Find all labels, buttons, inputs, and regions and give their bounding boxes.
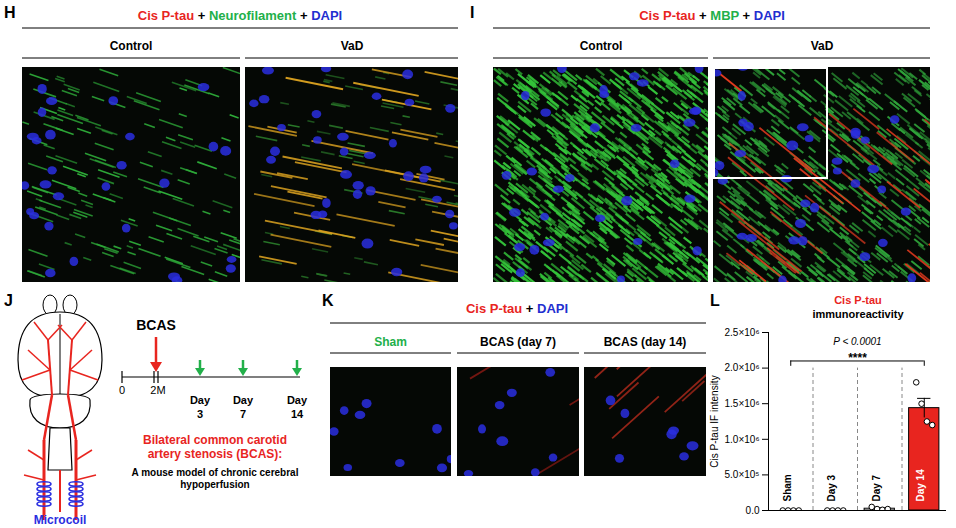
svg-text:Microcoil: Microcoil <box>34 513 87 527</box>
svg-text:Cis P-tau + MBP + DAPI: Cis P-tau + MBP + DAPI <box>639 8 785 23</box>
svg-text:K: K <box>322 292 334 309</box>
svg-text:Day: Day <box>190 394 211 406</box>
svg-text:7: 7 <box>240 408 246 420</box>
svg-text:3: 3 <box>197 408 203 420</box>
svg-text:artery stenosis (BCAS):: artery stenosis (BCAS): <box>148 447 283 461</box>
svg-text:BCAS (day 14): BCAS (day 14) <box>604 335 687 349</box>
svg-text:****: **** <box>848 351 867 365</box>
svg-text:Control: Control <box>110 39 153 53</box>
svg-text:A mouse model of chronic cereb: A mouse model of chronic cerebral <box>132 467 299 478</box>
svg-text:Bilateral common carotid: Bilateral common carotid <box>143 433 287 447</box>
svg-text:5.0×10⁵: 5.0×10⁵ <box>724 469 759 480</box>
svg-text:Sham: Sham <box>374 335 407 349</box>
svg-text:I: I <box>470 4 474 21</box>
svg-text:Cis P-tau IF intensity: Cis P-tau IF intensity <box>709 375 720 467</box>
svg-text:Control: Control <box>580 39 623 53</box>
svg-text:2.5×10⁶: 2.5×10⁶ <box>725 327 760 338</box>
svg-text:VaD: VaD <box>341 39 364 53</box>
svg-text:2.0×10⁶: 2.0×10⁶ <box>725 362 760 373</box>
svg-text:J: J <box>4 292 13 309</box>
svg-text:L: L <box>710 292 720 309</box>
svg-text:BCAS: BCAS <box>136 317 176 333</box>
svg-text:VaD: VaD <box>811 39 834 53</box>
svg-text:Day: Day <box>287 394 308 406</box>
svg-text:immunoreactivity: immunoreactivity <box>812 308 904 320</box>
svg-text:0.0: 0.0 <box>746 505 760 516</box>
svg-text:P < 0.0001: P < 0.0001 <box>833 336 881 347</box>
svg-text:Day 14: Day 14 <box>915 469 926 502</box>
svg-text:0: 0 <box>119 384 125 396</box>
svg-text:2M: 2M <box>150 384 165 396</box>
svg-text:Sham: Sham <box>782 474 793 501</box>
svg-text:BCAS (day 7): BCAS (day 7) <box>480 335 556 349</box>
svg-text:Day 7: Day 7 <box>871 474 882 501</box>
svg-text:Cis P-tau + DAPI: Cis P-tau + DAPI <box>466 301 568 316</box>
svg-text:Cis P-tau: Cis P-tau <box>834 294 882 306</box>
svg-text:14: 14 <box>291 408 304 420</box>
svg-text:Day: Day <box>233 394 254 406</box>
svg-text:H: H <box>4 4 16 21</box>
svg-text:Cis P-tau + Neurofilament + DA: Cis P-tau + Neurofilament + DAPI <box>138 8 342 23</box>
svg-text:1.5×10⁶: 1.5×10⁶ <box>725 398 760 409</box>
svg-text:hypoperfusion: hypoperfusion <box>180 479 249 490</box>
svg-text:1.0×10⁶: 1.0×10⁶ <box>725 434 760 445</box>
svg-text:Day 3: Day 3 <box>826 474 837 501</box>
